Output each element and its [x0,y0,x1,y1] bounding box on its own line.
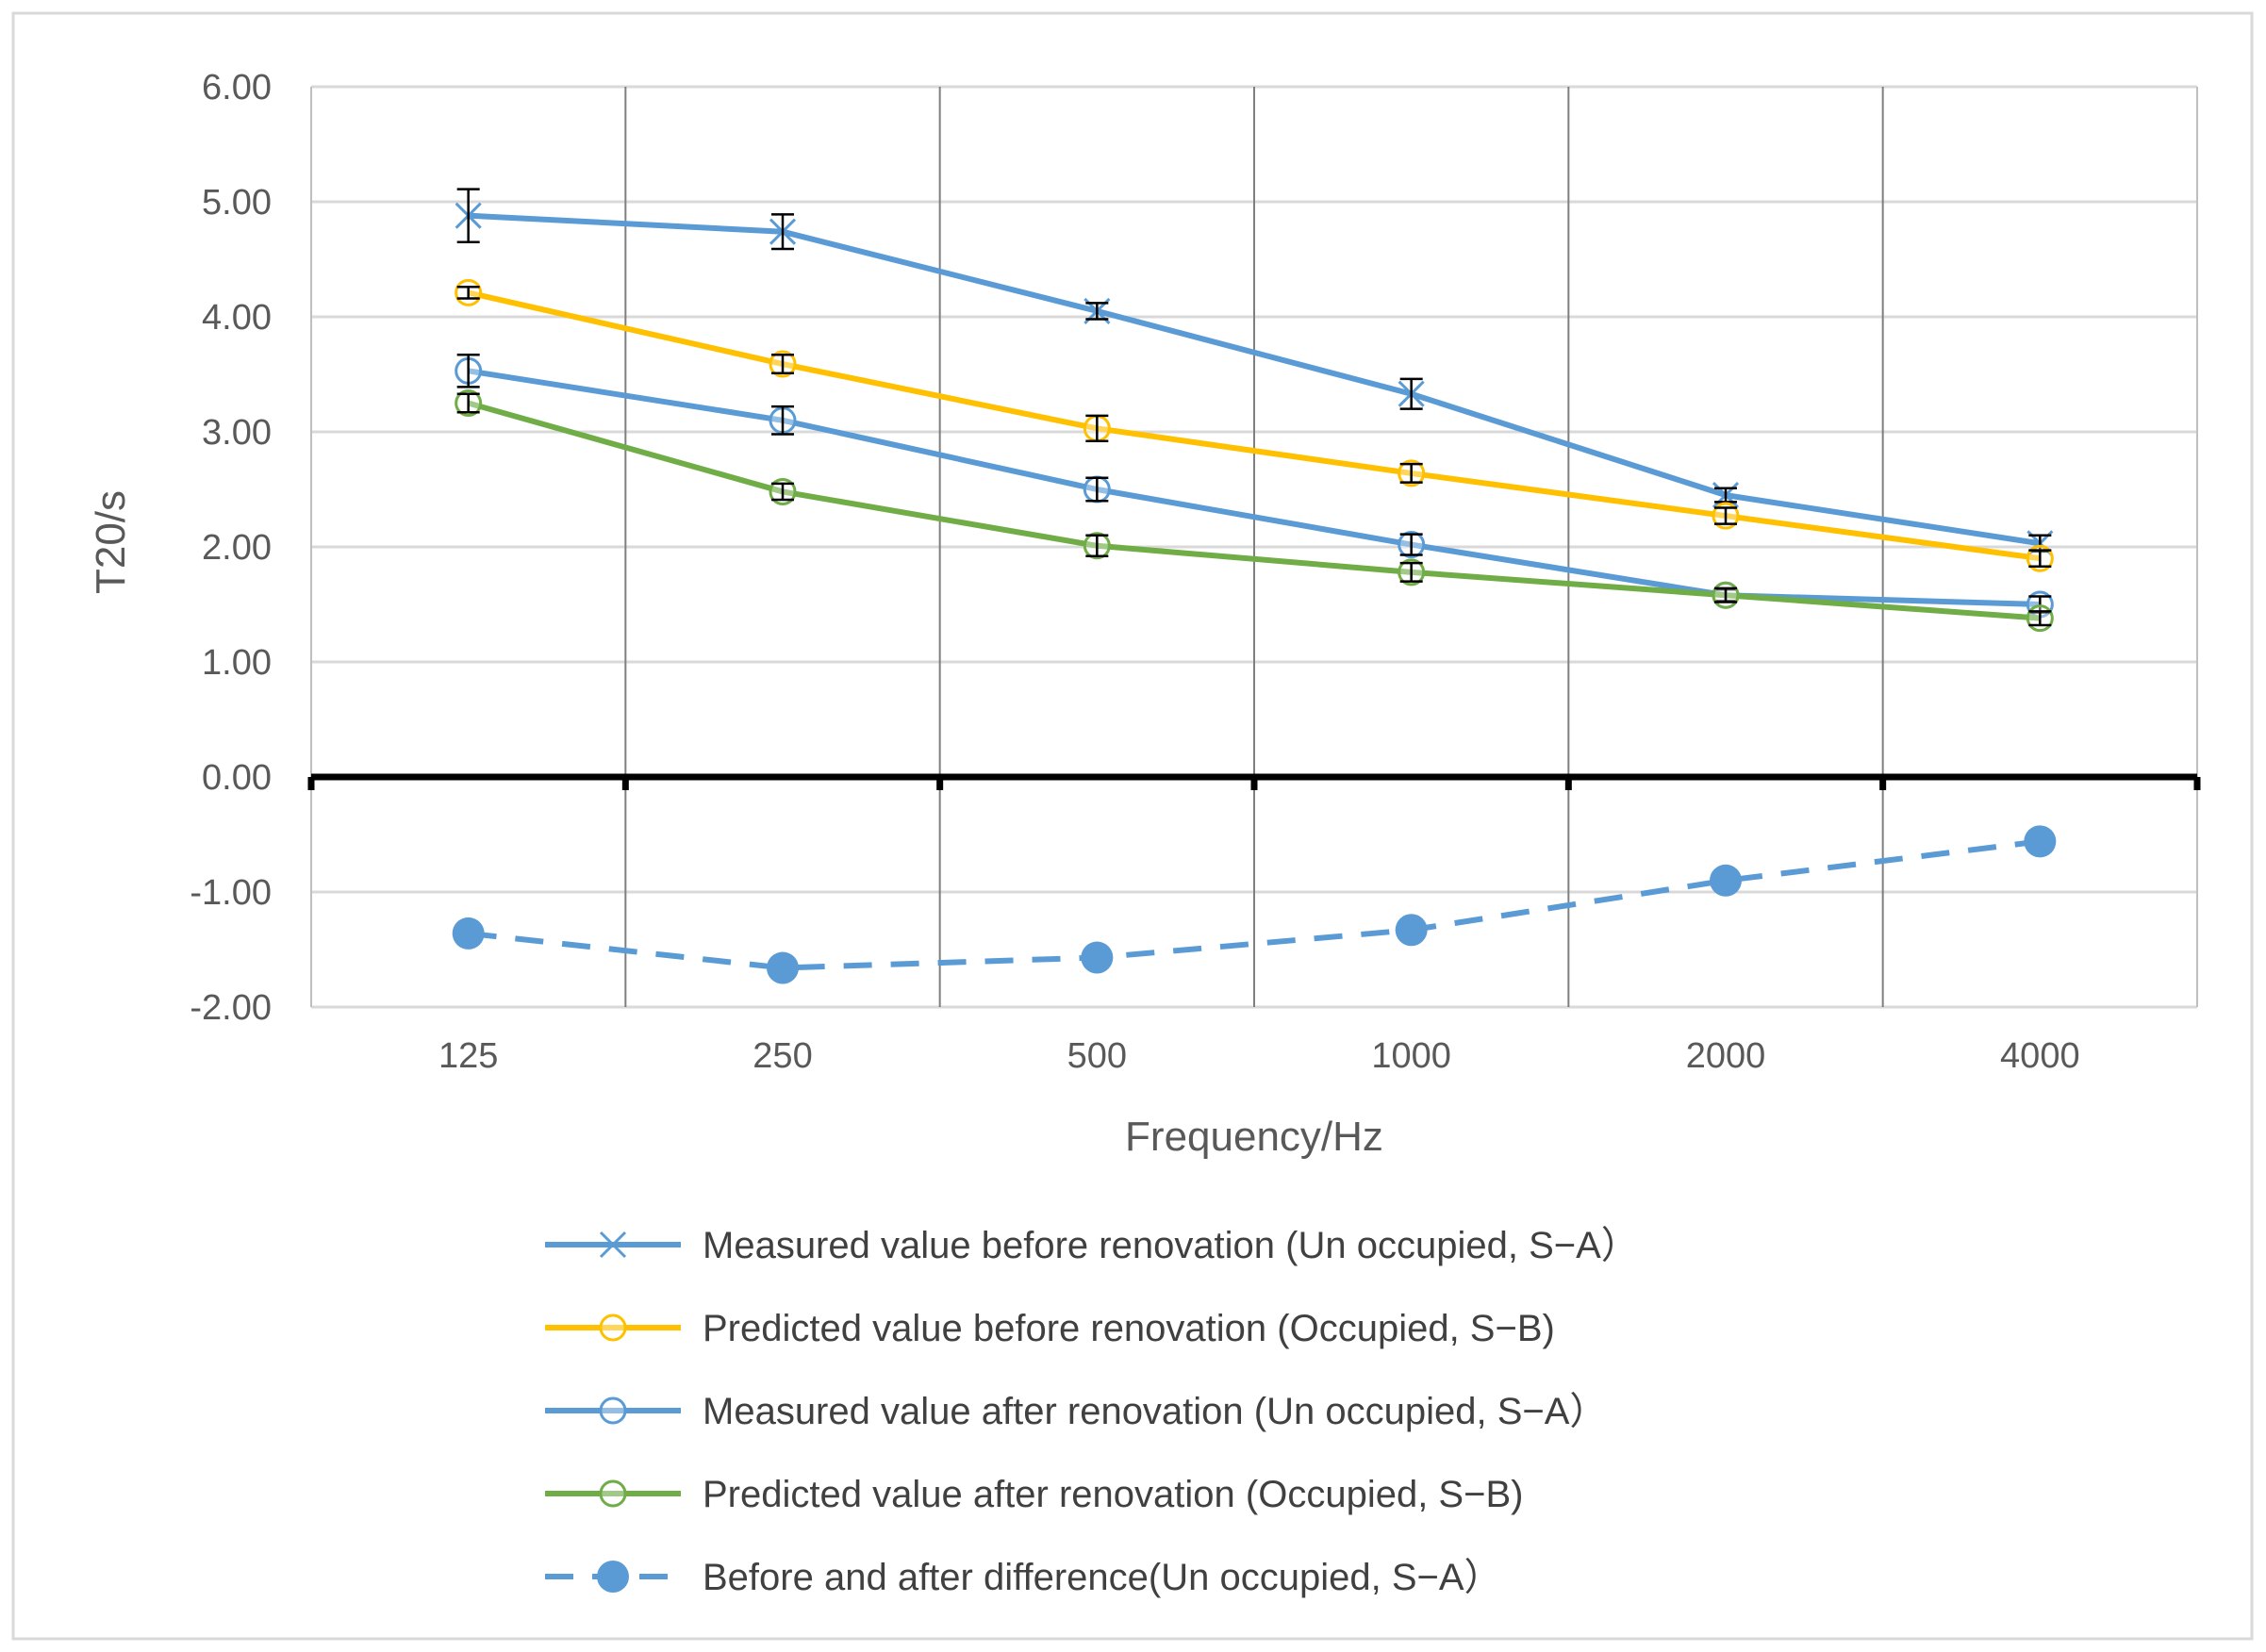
series-1 [455,278,2054,572]
x-tick-label: 2000 [1686,1036,1766,1076]
series-line [468,838,2041,971]
series-line [467,400,2041,621]
legend-item: Predicted value after renovation (Occupi… [545,1474,1523,1515]
data-point [599,1396,627,1425]
y-tick-labels: 6.00 5.00 4.00 3.00 2.00 1.00 0.00 -1.00 -2.00 [190,68,272,1028]
y-tick-label: 0.00 [202,758,272,798]
y-tick-label: 6.00 [202,68,272,107]
y-tick-label: 4.00 [202,298,272,338]
x-tick-label: 500 [1067,1036,1127,1076]
series-3 [455,389,2054,633]
legend-label: Predicted value before renovation (Occup… [703,1308,1555,1349]
legend: Measured value before renovation (Un occ… [545,1225,1639,1598]
legend-label: Predicted value after renovation (Occupi… [703,1474,1523,1515]
chart-border [11,11,2254,1641]
data-point [767,951,799,984]
legend-label: Measured value before renovation (Un occ… [703,1225,1639,1266]
data-point [452,917,485,950]
data-point [2024,825,2057,858]
x-tick-label: 1000 [1371,1036,1451,1076]
data-point [599,1231,627,1259]
data-point [1395,914,1428,947]
y-tick-label: -1.00 [190,873,272,913]
series-4 [452,825,2057,984]
legend-item: Measured value before renovation (Un occ… [545,1225,1639,1266]
x-axis-title: Frequency/Hz [1125,1114,1383,1160]
data-point [1710,864,1742,897]
series-line [468,289,2041,562]
data-point [1081,941,1114,974]
data-point [599,1313,627,1342]
y-tick-label: 2.00 [202,528,272,568]
data-point [597,1561,629,1593]
y-tick-label: -2.00 [190,988,272,1028]
x-tick-label: 125 [438,1036,498,1076]
legend-label: Before and after difference(Un occupied,… [703,1557,1502,1598]
series-0 [455,188,2054,557]
legend-item: Measured value after renovation (Un occu… [545,1391,1607,1432]
y-tick-label: 3.00 [202,413,272,453]
legend-item: Predicted value before renovation (Occup… [545,1308,1555,1349]
legend-item: Before and after difference(Un occupied,… [545,1557,1502,1598]
data-point [599,1479,627,1508]
y-axis-title: T20/s [88,490,134,594]
series-line [468,212,2041,547]
axes [307,773,2201,790]
x-tick-label: 4000 [2000,1036,2080,1076]
legend-label: Measured value after renovation (Un occu… [703,1391,1607,1432]
series-group [452,188,2057,984]
x-tick-labels: 125 250 500 1000 2000 4000 [438,1036,2080,1076]
y-tick-label: 1.00 [202,643,272,683]
y-tick-label: 5.00 [202,183,272,223]
x-tick-label: 250 [753,1036,812,1076]
